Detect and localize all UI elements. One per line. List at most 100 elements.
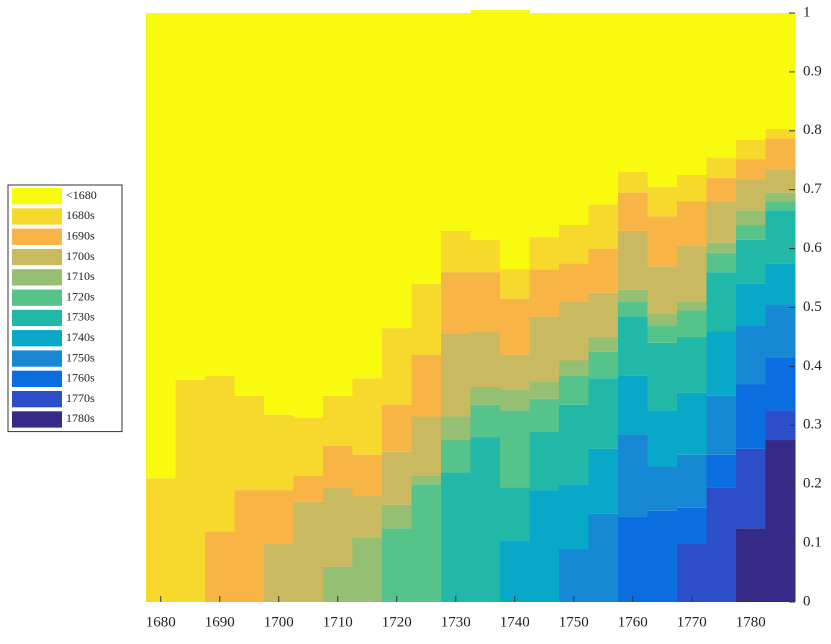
y-tick-label: 0.1 <box>803 535 822 551</box>
bar-segment <box>736 225 766 240</box>
bar-segment <box>706 272 737 332</box>
bar-segment <box>529 13 560 237</box>
y-tick-label: 1 <box>803 4 811 20</box>
bar-segment <box>529 381 560 399</box>
bar-segment <box>441 416 471 441</box>
y-tick-label: 0 <box>803 593 811 609</box>
bar-segment <box>500 389 530 411</box>
bar-segment <box>146 478 176 602</box>
bar-segment <box>352 537 383 602</box>
bar-segment <box>470 272 501 332</box>
bar-segment <box>323 395 353 446</box>
bar-segment <box>677 245 707 302</box>
bar-segment <box>618 192 648 231</box>
bar-segment <box>765 357 796 411</box>
legend-swatch <box>12 269 62 286</box>
bar-segment <box>765 201 796 211</box>
bar-segment <box>470 239 501 273</box>
bar-segment <box>618 13 648 173</box>
bar-segment <box>647 313 678 326</box>
bar-segment <box>736 13 766 140</box>
legend-swatch <box>12 289 62 306</box>
bar-segment <box>647 13 678 187</box>
bar-segment <box>588 13 619 205</box>
legend-swatch <box>12 391 62 408</box>
bar-segment <box>647 342 678 411</box>
bar-segment <box>411 484 442 602</box>
bar-segment <box>470 331 501 388</box>
bar-segment <box>647 410 678 467</box>
bar-segment <box>352 495 383 538</box>
legend-label: 1770s <box>66 391 95 405</box>
bar-segment <box>529 431 560 491</box>
bar-segment <box>382 504 412 529</box>
x-tick-label: 1680 <box>146 614 176 630</box>
legend-swatch <box>12 330 62 347</box>
bar-segment <box>765 210 796 264</box>
bar-segment <box>500 354 530 390</box>
bar-segment <box>765 192 796 202</box>
bar-segment <box>706 331 737 396</box>
bar-segment <box>588 378 619 449</box>
bar-segment <box>293 13 324 418</box>
bar-segment <box>677 301 707 311</box>
legend-swatch <box>12 350 62 367</box>
bar-segment <box>765 129 796 139</box>
bar-segment <box>677 201 707 246</box>
bar-segment <box>588 248 619 293</box>
bar-segment <box>559 360 589 376</box>
bar-segment <box>706 487 737 602</box>
bar-segment <box>264 490 294 544</box>
bar-segment <box>706 252 737 273</box>
y-tick-label: 0.5 <box>803 299 822 315</box>
bar-segment <box>588 351 619 379</box>
bar-segment <box>470 437 501 602</box>
y-tick-label: 0.8 <box>803 122 822 138</box>
bar-segment <box>736 528 766 602</box>
bar-segment <box>470 387 501 405</box>
bar-segment <box>588 336 619 352</box>
bar-segment <box>382 404 412 452</box>
legend-swatch <box>12 370 62 387</box>
bar-segment <box>647 186 678 217</box>
bar-segment <box>559 404 589 485</box>
bar-segment <box>529 236 560 270</box>
x-tick-label: 1750 <box>559 614 589 630</box>
bar-segment <box>677 507 707 544</box>
bar-segment <box>264 543 294 602</box>
bar-segment <box>441 272 471 335</box>
legend-label: 1710s <box>66 269 95 283</box>
bar-segment <box>677 392 707 455</box>
bar-segment <box>647 325 678 343</box>
bar-segment <box>736 139 766 160</box>
bar-segment <box>529 398 560 432</box>
bar-segment <box>588 292 619 337</box>
bar-segment <box>765 263 796 305</box>
bar-segment <box>677 310 707 337</box>
bar-segment <box>470 404 501 438</box>
bar-segment <box>529 316 560 382</box>
bar-segment <box>647 510 678 602</box>
legend-label: 1740s <box>66 330 95 344</box>
bar-segment <box>529 269 560 317</box>
bar-segment <box>382 451 412 505</box>
bar-segment <box>441 230 471 273</box>
bar-segment <box>500 10 530 270</box>
bar-segment <box>677 13 707 175</box>
bar-segment <box>736 384 766 449</box>
bar-segment <box>618 301 648 317</box>
bar-segment <box>736 325 766 385</box>
bar-segment <box>647 466 678 511</box>
bar-segment <box>411 13 442 284</box>
bar-segment <box>293 475 324 502</box>
legend-label: 1690s <box>66 229 95 243</box>
bar-segment <box>205 13 235 376</box>
bar-segment <box>618 516 648 602</box>
legend-box <box>7 184 123 433</box>
bar-segment <box>765 304 796 358</box>
legend-swatch <box>12 208 62 225</box>
x-tick-label: 1730 <box>441 614 471 630</box>
bar-segment <box>765 169 796 193</box>
bar-segment <box>618 375 648 435</box>
